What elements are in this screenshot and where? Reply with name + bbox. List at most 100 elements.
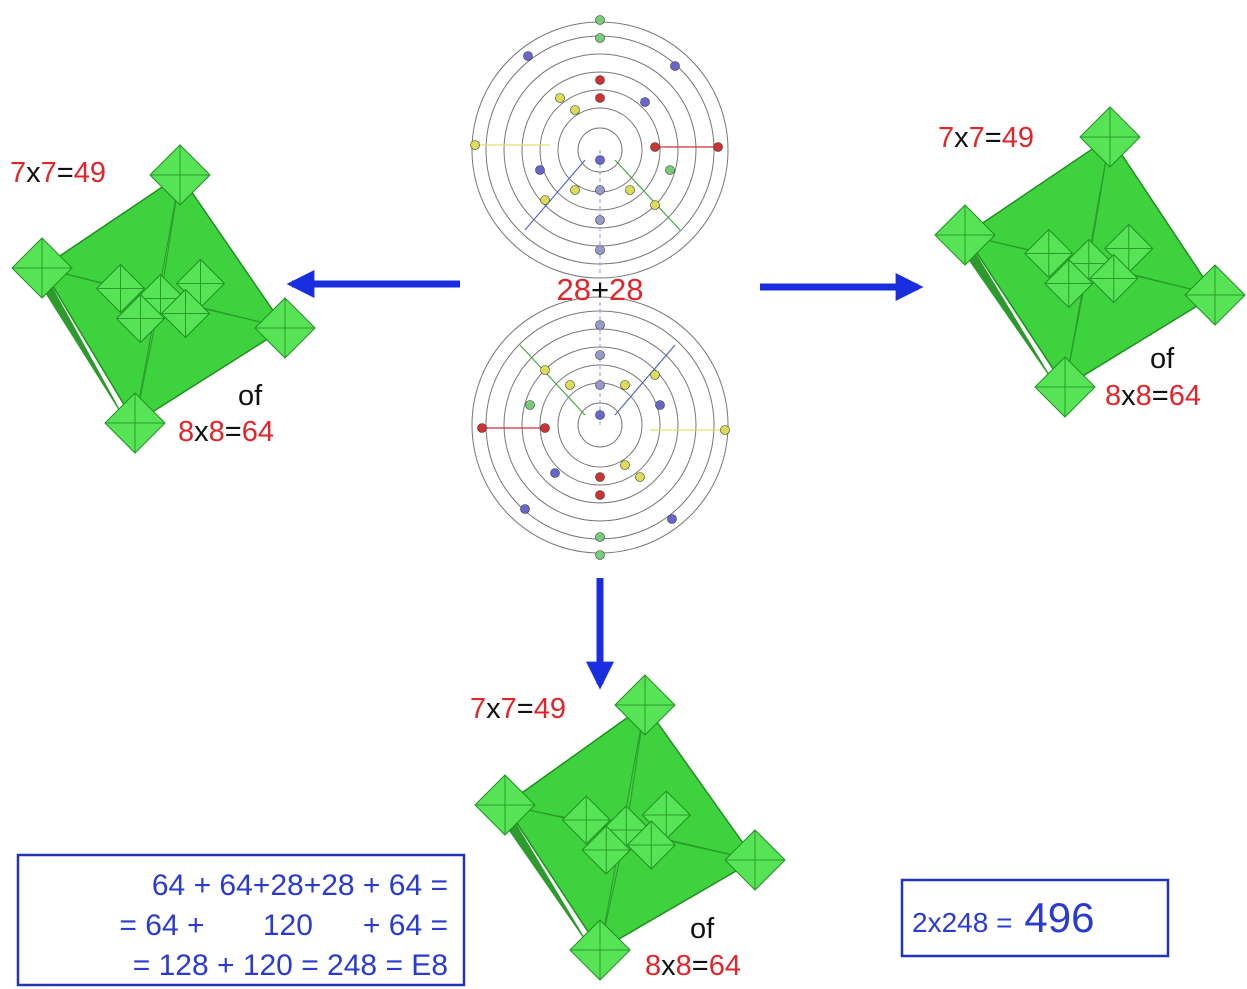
shadow-face [965,235,1060,392]
node [570,105,580,115]
label-part: 8 [209,416,225,448]
node [555,93,565,103]
label-part: 7 [969,122,985,154]
label-part: = [517,693,534,725]
of-label: of [1150,343,1175,375]
shadow-face [505,805,595,955]
node [595,490,605,500]
label-part: 8 [178,416,194,448]
label-part: 64 [242,416,274,448]
node [720,425,730,435]
label-part: + [591,272,609,307]
node [595,185,605,195]
label-part: 28 [556,272,590,307]
label-part: 8 [645,950,661,982]
equation-line: = 64 + 120 + 64 = [119,909,448,942]
node [655,400,665,410]
node [667,514,677,524]
label-part: 49 [74,157,106,189]
node [540,195,550,205]
equation-label: 8x8=64 [645,950,741,982]
node [595,215,605,225]
decoration [11,15,1246,981]
node [595,380,605,390]
spoke [524,159,586,231]
node [650,200,660,210]
of-label: of [238,380,263,412]
of-label: of [690,913,715,945]
node [625,185,635,195]
node [540,423,550,433]
result-expression: 2x248 = [912,907,1012,938]
node [713,142,723,152]
label-part: 7 [41,157,57,189]
node [520,504,530,514]
node [470,140,480,150]
node [595,472,605,482]
node [595,532,605,542]
label-part: 49 [1002,122,1034,154]
label-part: x [661,950,676,982]
spiral [471,296,730,560]
label-part: = [225,416,242,448]
node [650,370,660,380]
label-part: x [1121,380,1136,412]
labels: 7x7=49of8x8=647x7=49of8x8=647x7=49of8x8=… [10,122,1201,982]
label-part: 8 [676,950,692,982]
node [540,365,550,375]
result-text: 2x248 = 496 [912,894,1095,941]
result-box [900,878,1170,958]
equation-label: 8x8=64 [178,416,274,448]
label-part: = [692,950,709,982]
label-part: 28 [609,272,643,307]
node [595,93,605,103]
node [595,320,605,330]
equation-label: 7x7=49 [938,122,1034,154]
label-part: 7 [501,693,517,725]
shadow-face [42,268,130,428]
node [565,380,575,390]
node [595,550,605,560]
result-value: 496 [1024,894,1094,941]
label-part: = [985,122,1002,154]
equation-label: 7x7=49 [10,157,106,189]
node [650,142,660,152]
spoke [614,344,676,416]
spoke [519,344,586,416]
label-part: x [954,122,969,154]
label-part: x [486,693,501,725]
node [570,185,580,195]
node [670,61,680,71]
node [523,51,533,61]
label-part: 49 [534,693,566,725]
node [620,460,630,470]
node [550,468,560,478]
octahedron [11,144,316,454]
octahedron [934,106,1246,418]
label-part: 7 [10,157,26,189]
node [595,15,605,25]
label-part: x [194,416,209,448]
node [535,165,545,175]
label-part: = [1152,380,1169,412]
equation-line: 64 + 64+28+28 + 64 = [152,869,448,902]
label-part: 7 [470,693,486,725]
node [595,245,605,255]
equation-label: 7x7=49 [470,693,566,725]
node [595,75,605,85]
octahedron [474,674,786,981]
node [635,472,645,482]
label-part: 64 [709,950,741,982]
spoke [614,159,681,231]
equation-label: 8x8=64 [1105,380,1201,412]
node [477,423,487,433]
label-part: x [26,157,41,189]
node [525,400,535,410]
node [620,380,630,390]
node [595,33,605,43]
label-part: = [57,157,74,189]
node [595,410,605,420]
spiral [470,15,729,279]
equation-box [16,853,466,987]
